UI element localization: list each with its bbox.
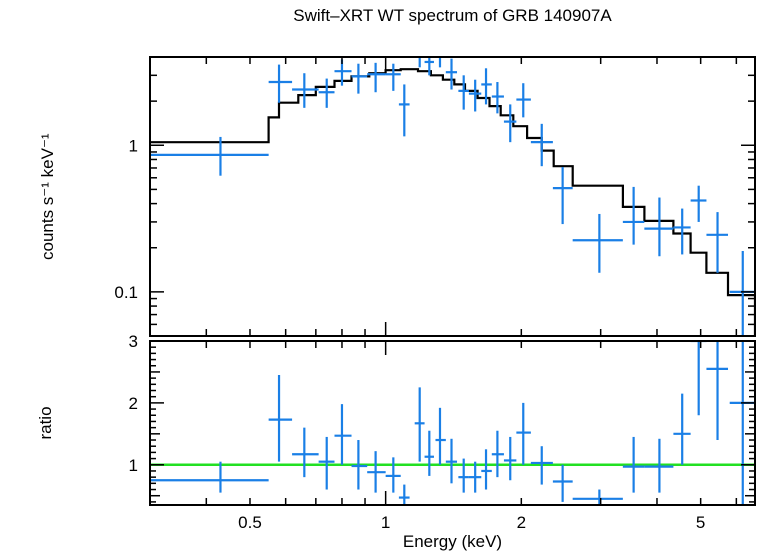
data-point — [552, 167, 573, 225]
data-group — [150, 57, 755, 336]
data-point — [481, 68, 492, 105]
data-point — [458, 75, 469, 110]
ratio-point — [351, 440, 368, 490]
data-point — [292, 73, 319, 108]
ratio-point — [481, 449, 492, 490]
y-tick-label: 0.1 — [114, 283, 138, 302]
x-axis-label: Energy (keV) — [402, 532, 503, 551]
ratio-point — [414, 387, 425, 462]
data-point — [367, 62, 386, 93]
x-tick-label: 1 — [381, 513, 390, 532]
ratio-point — [458, 458, 469, 493]
ratio-point — [334, 404, 352, 465]
data-point — [438, 57, 442, 68]
data-point — [268, 64, 293, 103]
ratio-point — [516, 402, 531, 465]
data-point — [572, 213, 623, 273]
ratio-point — [503, 436, 517, 481]
data-point — [385, 63, 401, 91]
ratio-point — [673, 393, 691, 465]
data-point — [503, 104, 517, 143]
ratio-point — [292, 427, 319, 478]
y-tick-label: 3 — [129, 332, 138, 351]
ratio-point — [268, 375, 293, 462]
spectrum-frame — [149, 56, 756, 337]
ratio-point — [445, 438, 458, 484]
y-tick-label: 2 — [129, 394, 138, 413]
ratio-point — [690, 341, 707, 416]
ratio-point — [468, 461, 482, 493]
data-point — [516, 83, 531, 118]
y-tick-label: 1 — [129, 136, 138, 155]
ratio-point — [572, 489, 623, 505]
spectrum-panel: 10.1 — [114, 56, 756, 337]
data-point — [351, 63, 368, 94]
ratio-point — [644, 438, 674, 493]
data-point — [468, 79, 482, 112]
ratio-point — [622, 436, 645, 493]
ratio-point — [706, 341, 729, 441]
ratio-point — [552, 464, 573, 502]
data-point — [150, 136, 269, 176]
chart-title: Swift–XRT WT spectrum of GRB 140907A — [293, 6, 612, 25]
data-point — [622, 186, 645, 245]
data-point — [318, 78, 335, 108]
ratio-frame — [149, 340, 756, 506]
data-point — [418, 57, 421, 68]
ratio-panel: 1 2 3 0.5 1 2 5 — [129, 332, 756, 532]
x-tick-label: 5 — [696, 513, 705, 532]
data-point — [706, 212, 729, 273]
data-point — [729, 251, 755, 336]
ratio-point — [435, 407, 446, 465]
ratio-point — [398, 484, 410, 505]
ratio-point — [491, 430, 504, 478]
ratio-point — [530, 446, 553, 485]
ratio-point — [318, 436, 335, 490]
data-point — [530, 123, 553, 167]
data-point — [491, 82, 504, 114]
x-tick-label: 2 — [517, 513, 526, 532]
x-tick-label: 0.5 — [238, 513, 262, 532]
y-tick-label: 1 — [129, 456, 138, 475]
data-point — [673, 208, 691, 255]
ratio-point — [150, 461, 269, 493]
ratio-point — [385, 457, 401, 493]
model-line — [150, 68, 755, 336]
data-point — [398, 84, 410, 137]
model-group — [150, 68, 755, 336]
ratio-point — [424, 430, 434, 476]
data-point — [424, 57, 434, 76]
ratio-point — [367, 451, 386, 493]
ratio-group — [150, 341, 755, 505]
data-point — [644, 197, 674, 257]
data-point — [690, 185, 707, 222]
data-point — [445, 58, 458, 90]
